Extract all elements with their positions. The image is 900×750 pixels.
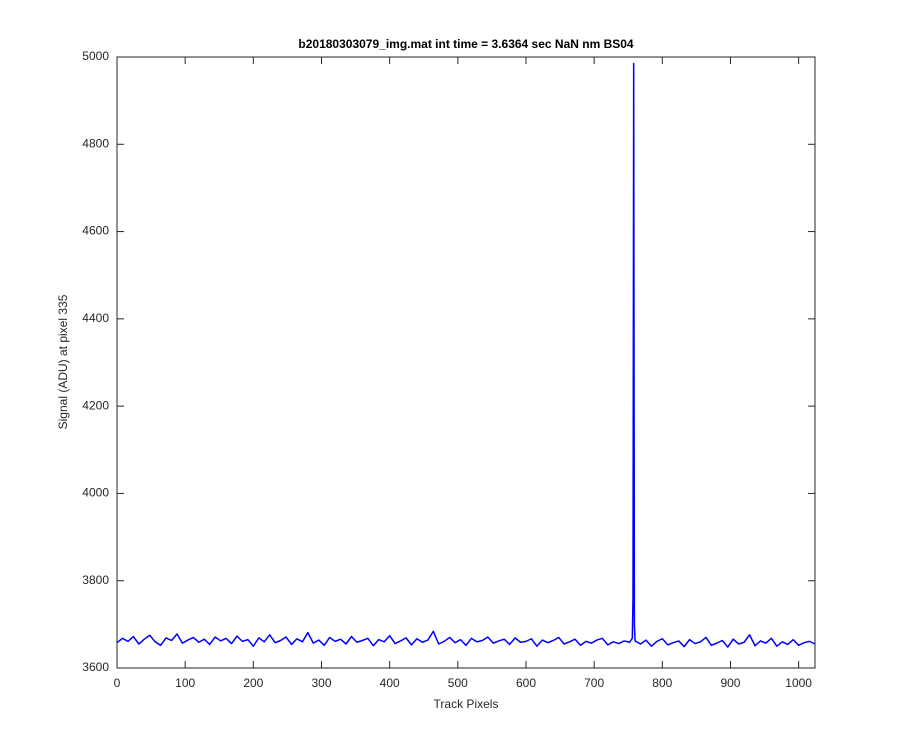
x-tick-label: 100: [175, 676, 195, 690]
y-tick-label: 3800: [82, 573, 109, 587]
axes-box: [116, 56, 816, 669]
y-tick-label: 5000: [82, 49, 109, 63]
data-line: [116, 62, 816, 648]
y-axis-label: Signal (ADU) at pixel 335: [56, 294, 70, 429]
y-tick-label: 4400: [82, 311, 109, 325]
y-tick-label: 3600: [82, 660, 109, 674]
y-tick-label: 4000: [82, 486, 109, 500]
y-tick-label: 4600: [82, 224, 109, 238]
x-tick-label: 800: [652, 676, 672, 690]
x-tick-label: 500: [448, 676, 468, 690]
x-tick-label: 700: [584, 676, 604, 690]
x-tick-label: 200: [243, 676, 263, 690]
y-tick-label: 4800: [82, 136, 109, 150]
x-axis-label: Track Pixels: [434, 697, 499, 711]
x-tick-label: 600: [516, 676, 536, 690]
x-tick-label: 900: [720, 676, 740, 690]
chart-title: b20180303079_img.mat int time = 3.6364 s…: [298, 37, 634, 51]
x-tick-label: 300: [311, 676, 331, 690]
x-tick-label: 0: [114, 676, 121, 690]
x-tick-label: 400: [380, 676, 400, 690]
x-tick-label: 1000: [785, 676, 812, 690]
y-tick-label: 4200: [82, 398, 109, 412]
